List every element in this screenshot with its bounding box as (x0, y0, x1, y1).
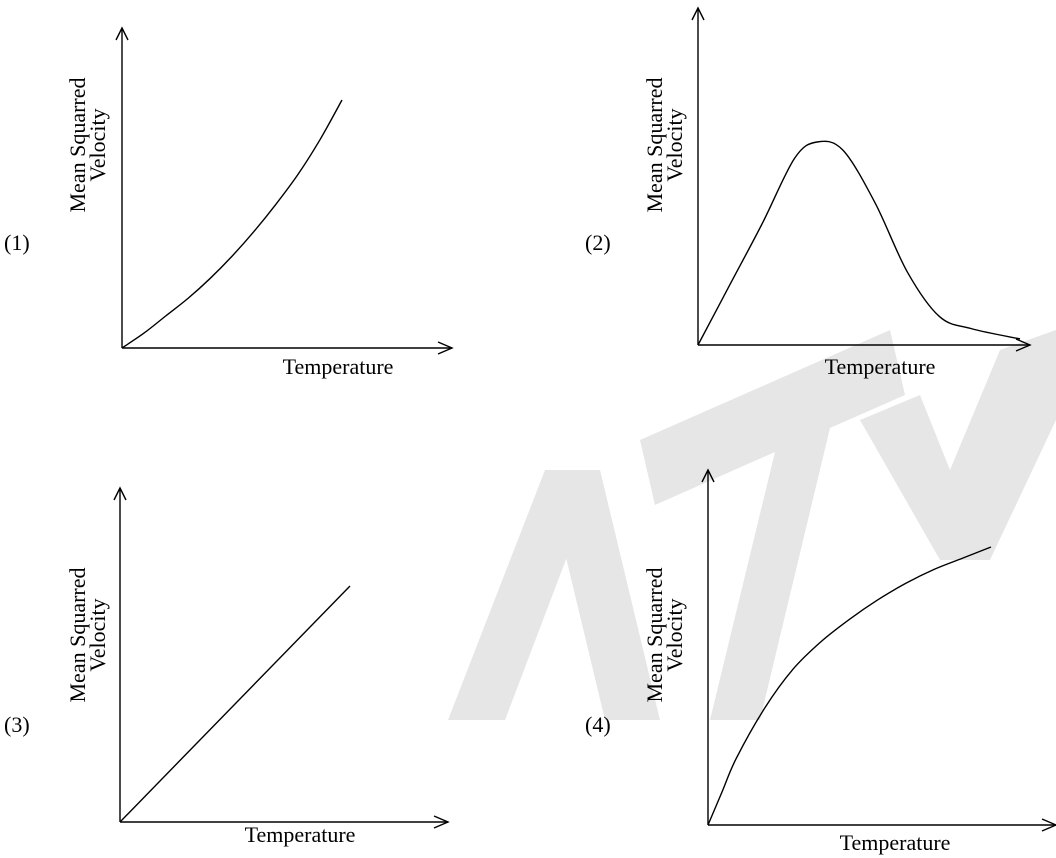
x-axis-label: Temperature (283, 354, 394, 379)
y-axis-label-line: Mean Squarred (65, 567, 90, 702)
matrix-watermark-logo (448, 330, 1056, 720)
y-axis-arrow-icon (691, 6, 705, 21)
y-axis-arrow-icon (113, 486, 127, 501)
series-line (121, 99, 343, 349)
option-label: (3) (4, 712, 30, 737)
y-axis-label-line: Mean Squarred (65, 77, 90, 212)
option-label: (2) (585, 230, 611, 255)
series-line (697, 140, 1021, 346)
series-line (119, 585, 351, 823)
y-axis-label-line: Mean Squarred (642, 77, 667, 212)
x-axis-label: Temperature (840, 830, 951, 855)
y-axis-label-line: Velocity (85, 108, 110, 181)
y-axis-label-line: Mean Squarred (642, 567, 667, 702)
series-line (707, 546, 992, 826)
x-axis-arrow-icon (1015, 338, 1032, 352)
x-axis-label: Temperature (245, 822, 356, 847)
y-axis-arrow-icon (701, 468, 715, 483)
charts-group: (1)Mean SquarredVelocityTemperature(2)Me… (4, 6, 1056, 855)
y-axis-label-line: Velocity (85, 598, 110, 671)
x-axis-label: Temperature (825, 354, 936, 379)
x-axis-arrow-icon (437, 341, 454, 355)
x-axis-arrow-icon (1041, 818, 1056, 832)
y-axis-arrow-icon (115, 26, 129, 41)
option-label: (4) (585, 712, 611, 737)
x-axis-arrow-icon (433, 815, 450, 829)
y-axis-label-line: Velocity (662, 108, 687, 181)
y-axis-label-line: Velocity (662, 598, 687, 671)
option-label: (1) (4, 230, 30, 255)
